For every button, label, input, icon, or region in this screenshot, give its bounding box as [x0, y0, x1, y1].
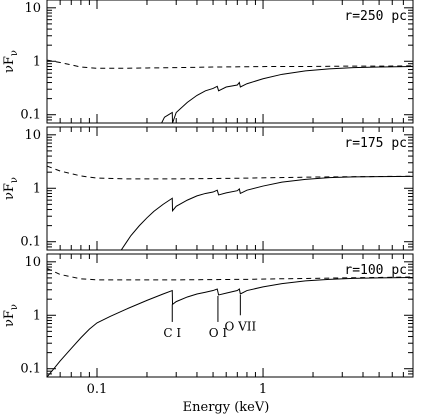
annotation-label: O VII	[224, 319, 256, 333]
y-tick-label: 10	[24, 255, 41, 270]
annotation-label: C I	[163, 326, 181, 340]
y-axis-title: νFν	[2, 304, 20, 327]
y-tick-label: 10	[24, 1, 41, 16]
y-tick-label: 1	[33, 181, 41, 196]
panel-1: 0.1 1 10 νFν r=250 pc	[2, 0, 414, 124]
series-solid-line	[161, 65, 413, 123]
series-dashed-line	[47, 268, 413, 281]
y-tick-label: 0.1	[20, 108, 41, 123]
y-tick-label: 0.1	[20, 235, 41, 250]
x-axis-title: Energy (keV)	[183, 400, 270, 415]
annotation-label: O I	[209, 326, 228, 340]
panel-2: 0.1 1 10 νFν r=175 pc	[2, 126, 414, 251]
x-tick-label: 1	[259, 382, 267, 397]
y-tick-label: 1	[33, 54, 41, 69]
series-solid-line	[47, 276, 413, 377]
panel-label: r=100 pc	[344, 263, 407, 278]
panel-label: r=250 pc	[344, 9, 407, 24]
panel-label: r=175 pc	[344, 136, 407, 151]
series-solid-line	[120, 175, 413, 250]
panel-3: 0.1 1 10 νFν r=100 pc C I O IO VII 0.1 1	[2, 253, 414, 397]
y-tick-label: 0.1	[20, 362, 41, 377]
y-axis-title: νFν	[2, 50, 20, 73]
x-tick-label: 0.1	[87, 382, 108, 397]
y-axis-title: νFν	[2, 177, 20, 200]
series-dashed-line	[47, 165, 413, 180]
y-tick-label: 10	[24, 128, 41, 143]
y-tick-label: 1	[33, 308, 41, 323]
series-dashed-line	[47, 59, 413, 69]
